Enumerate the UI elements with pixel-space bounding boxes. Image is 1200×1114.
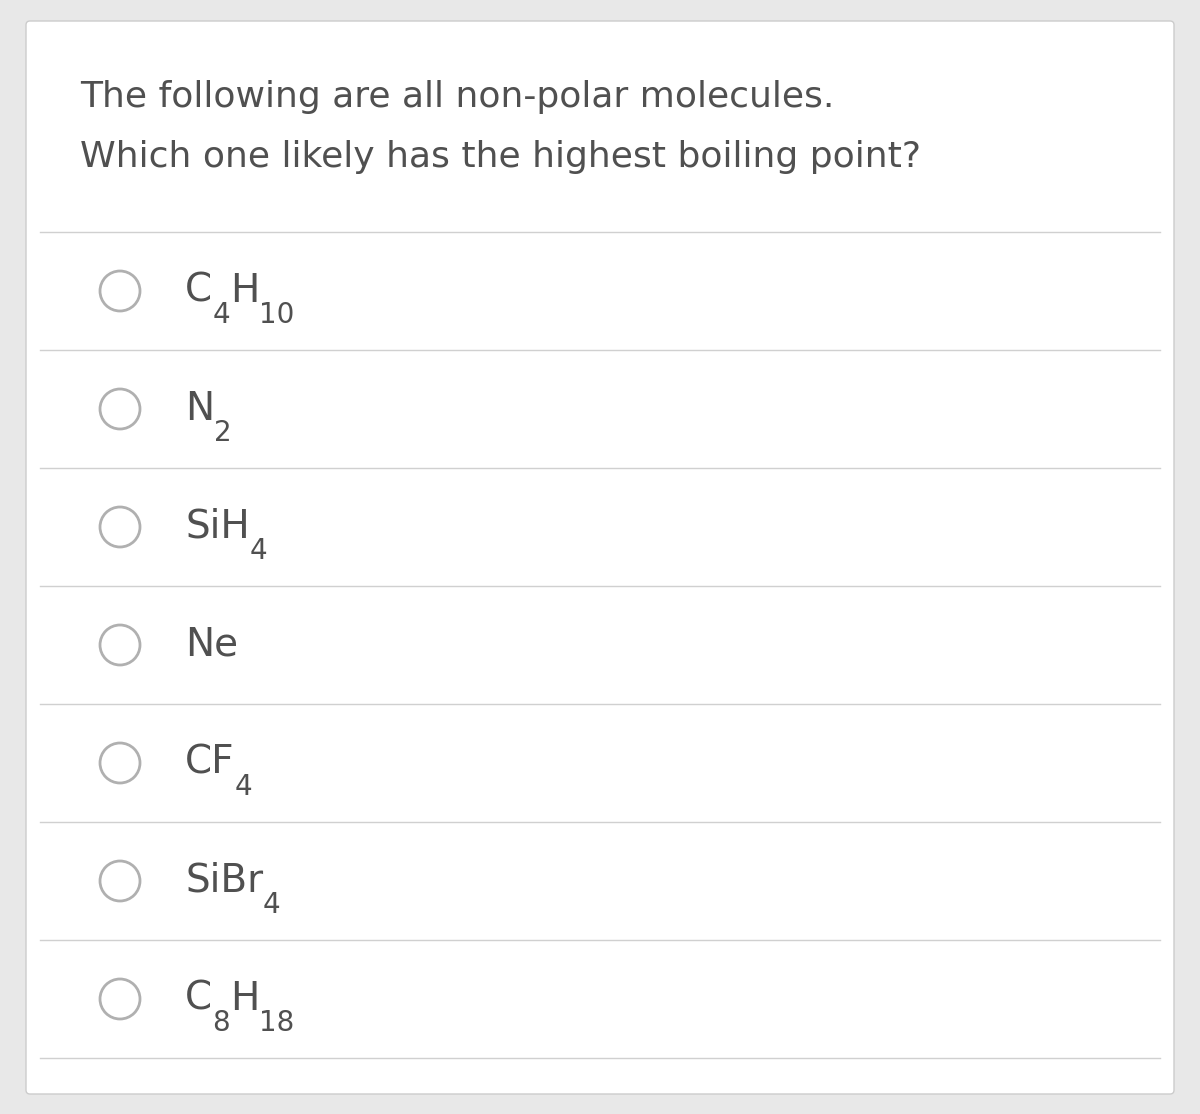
Text: 18: 18 <box>259 1009 294 1037</box>
Text: 4: 4 <box>235 773 252 801</box>
FancyBboxPatch shape <box>26 21 1174 1094</box>
Text: Which one likely has the highest boiling point?: Which one likely has the highest boiling… <box>80 140 922 174</box>
Text: 10: 10 <box>259 301 294 329</box>
Text: 2: 2 <box>214 419 232 447</box>
Text: 4: 4 <box>250 537 268 565</box>
Text: H: H <box>229 272 259 310</box>
Text: The following are all non-polar molecules.: The following are all non-polar molecule… <box>80 80 834 114</box>
Text: C: C <box>185 272 212 310</box>
Text: 4: 4 <box>212 301 229 329</box>
Text: SiH: SiH <box>185 508 250 546</box>
Text: SiBr: SiBr <box>185 862 263 900</box>
Text: H: H <box>229 980 259 1018</box>
Text: C: C <box>185 980 212 1018</box>
Text: 8: 8 <box>212 1009 229 1037</box>
Text: CF: CF <box>185 744 235 782</box>
Text: 4: 4 <box>263 891 281 919</box>
Text: Ne: Ne <box>185 626 238 664</box>
Text: N: N <box>185 390 214 428</box>
